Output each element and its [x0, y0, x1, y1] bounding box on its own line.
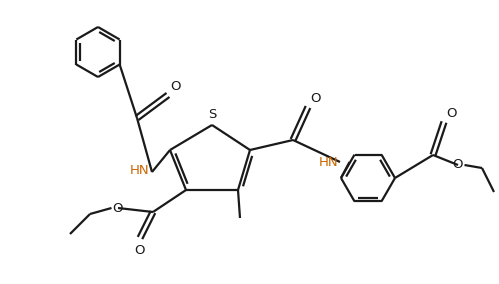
Text: O: O: [113, 202, 123, 214]
Text: O: O: [310, 92, 320, 105]
Text: HN: HN: [130, 164, 150, 178]
Text: S: S: [208, 108, 217, 121]
Text: O: O: [446, 107, 457, 120]
Text: HN: HN: [319, 156, 338, 168]
Text: O: O: [134, 244, 145, 257]
Text: O: O: [453, 158, 463, 172]
Text: O: O: [170, 80, 181, 93]
